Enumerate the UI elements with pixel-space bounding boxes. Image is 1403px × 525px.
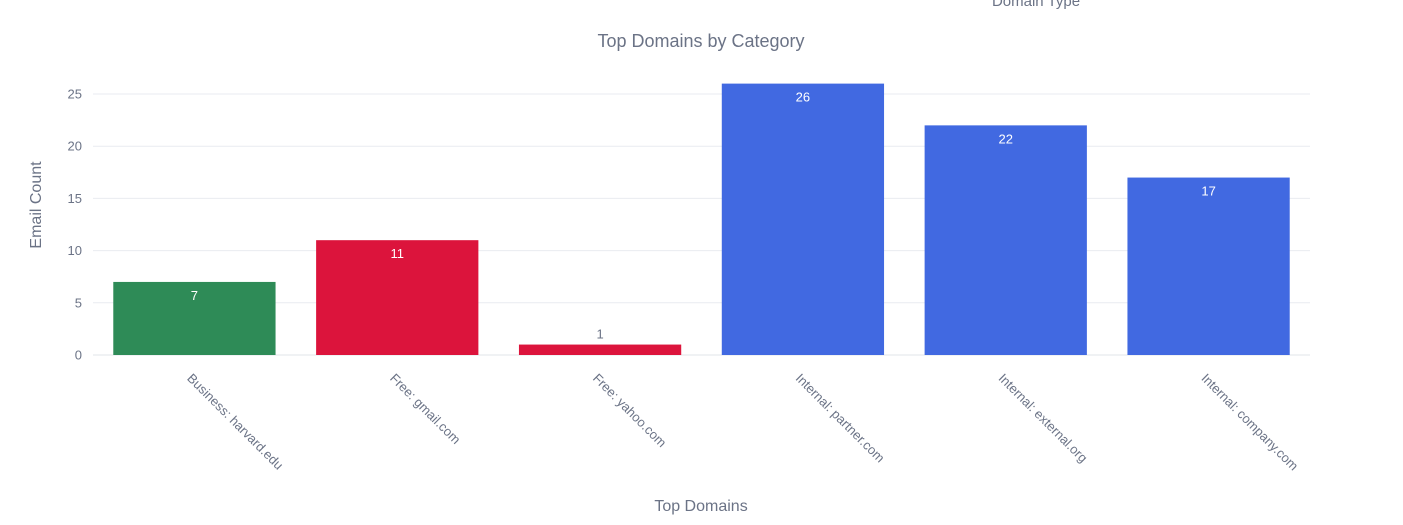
x-tick-label: Free: yahoo.com: [590, 371, 670, 451]
x-tick-label: Internal: external.org: [996, 371, 1091, 466]
legend-title: Domain Type: [992, 0, 1080, 10]
y-tick-label: 5: [75, 295, 82, 310]
x-tick-label: Business: harvard.edu: [184, 371, 286, 473]
y-tick-label: 0: [75, 348, 82, 363]
y-axis-ticks: 0 5 10 15 20 25: [68, 87, 82, 363]
bar-value-label: 7: [191, 288, 198, 303]
bar: [518, 344, 682, 355]
bar: [924, 125, 1087, 355]
bar-value-label: 11: [391, 246, 405, 261]
y-tick-label: 15: [68, 191, 82, 206]
chart-title: Top Domains by Category: [597, 31, 804, 51]
bar-value-label: 17: [1201, 184, 1215, 199]
gridlines: [93, 93, 1310, 356]
bar-value-label: 22: [999, 131, 1013, 146]
x-tick-label: Internal: company.com: [1198, 371, 1301, 474]
y-tick-label: 10: [68, 243, 82, 258]
bar-value-label: 1: [596, 327, 603, 342]
bar: [721, 83, 885, 356]
y-tick-label: 25: [68, 87, 82, 102]
y-axis-title: Email Count: [28, 161, 45, 249]
bar-value-label: 26: [796, 90, 810, 105]
x-tick-label: Free: gmail.com: [387, 371, 464, 448]
bar: [113, 281, 276, 355]
x-axis-ticks: Business: harvard.edu Free: gmail.com Free…: [184, 371, 1301, 474]
y-tick-label: 20: [68, 139, 82, 154]
bar: [1127, 177, 1290, 355]
x-tick-label: Internal: partner.com: [793, 371, 888, 466]
x-axis-title: Top Domains: [654, 498, 747, 515]
bar: [316, 240, 479, 355]
